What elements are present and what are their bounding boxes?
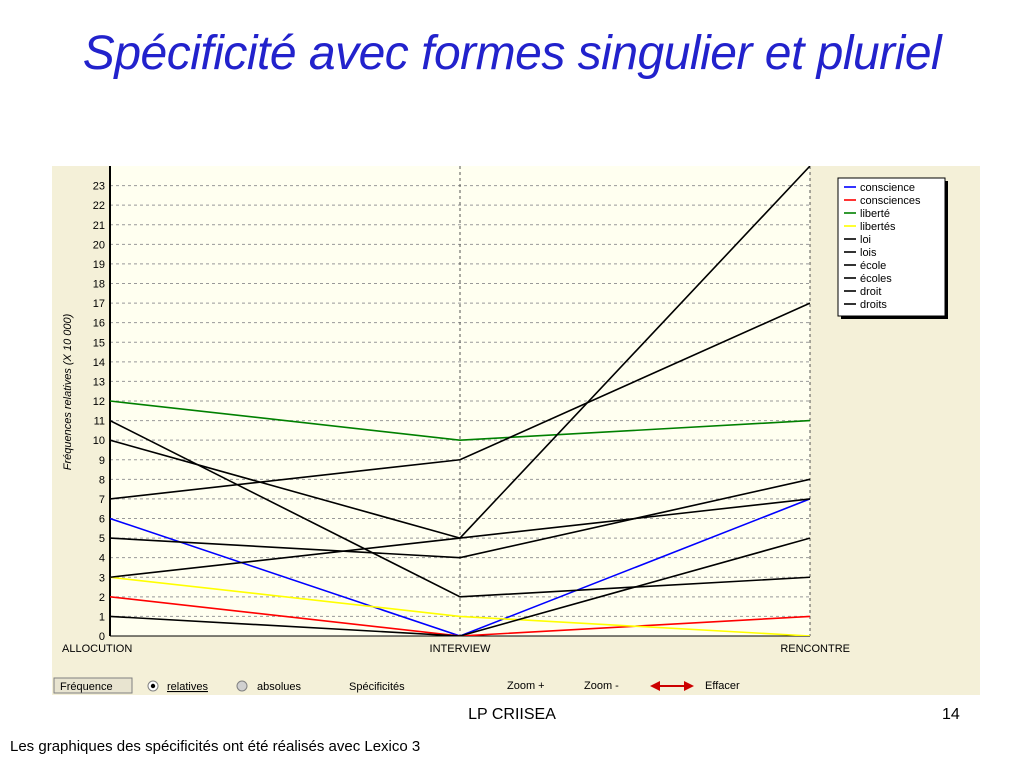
frequence-tab[interactable] [53,677,133,694]
legend-entry: libertés [860,221,896,233]
y-tick-label: 2 [99,592,105,604]
legend-box [837,177,946,317]
legend-entry: loi [860,234,871,246]
x-tick-label: INTERVIEW [430,643,492,655]
series-line-consciences [110,596,810,636]
series-line-école [110,302,810,500]
y-tick-label: 5 [99,533,105,545]
legend-entry: conscience [860,182,915,194]
y-tick-label: 10 [93,435,105,447]
legend-entry: lois [860,247,877,259]
y-tick-label: 0 [99,631,105,643]
y-tick-label: 22 [93,200,105,212]
y-tick-label: 20 [93,239,105,251]
y-tick-label: 14 [93,357,105,369]
lexico-chart-window: 0 1 2 3 4 5 6 7 8 9 10 11 12 13 14 15 16 17 18 19 20 21 22 23 A… [52,166,980,695]
y-tick-label: 6 [99,514,105,526]
series-line-droit [110,166,810,579]
caption: Les graphiques des spécificités ont été … [10,738,421,755]
legend: conscienceconscienceslibertélibertésloil… [837,177,948,319]
y-tick-label: 16 [93,318,105,330]
zoom-in-button[interactable]: Zoom + [507,680,545,692]
absolues-label[interactable]: absolues [257,681,302,693]
y-tick-label: 1 [99,611,105,623]
y-tick-label: 7 [99,494,105,506]
y-tick-label: 11 [94,416,105,428]
series-line-droits [110,537,810,636]
y-tick-label: 4 [99,553,105,565]
series-line-liberté [110,400,810,441]
x-tick-label: RENCONTRE [780,643,850,655]
legend-entry: consciences [860,195,921,207]
y-tick-label: 8 [99,474,105,486]
legend-entry: droits [860,299,887,311]
y-tick-label: 3 [99,572,105,584]
frequence-label: Fréquence [60,681,113,693]
y-tick-label: 23 [93,181,105,193]
y-tick-label: 9 [99,455,105,467]
y-tick-label: 17 [93,298,105,310]
y-tick-label: 13 [93,376,105,388]
legend-entry: école [860,260,886,272]
specificites-button[interactable]: Spécificités [349,681,405,693]
x-tick-label: ALLOCUTION [62,643,132,655]
legend-entry: droit [860,286,881,298]
y-tick-label: 18 [93,279,105,291]
y-tick-label: 15 [93,337,105,349]
series-line-conscience [110,498,810,636]
toolbar: Fréquence relatives absolues Spécificité… [52,676,980,695]
y-axis-label: Fréquences relatives (X 10 000) [62,313,74,470]
legend-entry: liberté [860,208,890,220]
zoom-out-button[interactable]: Zoom - [584,680,619,692]
relatives-radio-dot [150,683,156,689]
effacer-button[interactable]: Effacer [705,680,740,692]
arrows-icon[interactable] [650,681,694,691]
footer-label: LP CRIISEA [468,706,556,723]
page-number: 14 [942,706,960,723]
absolues-radio[interactable] [236,680,248,692]
series-lines [110,166,810,636]
relatives-label[interactable]: relatives [167,681,208,693]
series-line-libertés [110,576,810,636]
y-tick-label: 19 [93,259,105,271]
y-tick-label: 21 [93,220,105,232]
series-line-écoles [110,478,810,559]
series-line-loi [110,419,810,598]
y-tick-label: 12 [93,396,105,408]
legend-entry: écoles [860,273,892,285]
slide-title: Spécificité avec formes singulier et plu… [82,27,942,80]
x-tick-labels: ALLOCUTION INTERVIEW RENCONTRE [62,643,850,655]
